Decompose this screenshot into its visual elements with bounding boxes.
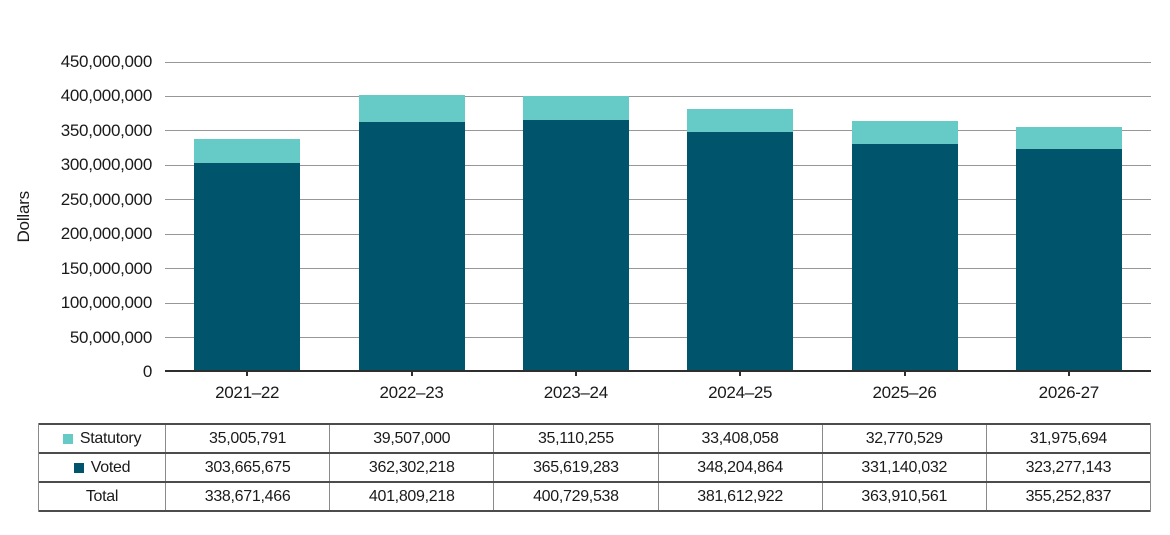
bar-2023–24	[522, 96, 629, 372]
gridline	[165, 268, 1151, 270]
x-tick-label: 2026-27	[1038, 383, 1100, 402]
y-tick-label: 400,000,000	[60, 86, 153, 106]
y-axis-title: Dollars	[12, 62, 36, 372]
bar-2021–22	[194, 139, 301, 372]
data-table: Statutory 35,005,791 39,507,000 35,110,255 3…	[38, 423, 1151, 512]
table-value-cell: 39,507,000	[329, 425, 493, 452]
table-value-cell: 362,302,218	[329, 454, 493, 481]
row-label-cell: Statutory	[39, 425, 165, 452]
gridline	[165, 95, 1151, 97]
table-value-cell: 33,408,058	[657, 425, 822, 452]
table-value-cell: 400,729,538	[493, 483, 657, 510]
bar-2022–23	[358, 95, 465, 372]
table-row-total: Total 338,671,466 401,809,218 400,729,538 38…	[39, 481, 1150, 512]
gridline	[165, 164, 1151, 166]
table-value-cell: 365,619,283	[493, 454, 657, 481]
table-value-cell: 32,770,529	[821, 425, 986, 452]
table-value-cell: 355,252,837	[985, 483, 1150, 510]
gridline	[165, 199, 1151, 201]
gridline	[165, 130, 1151, 132]
legend-swatch-voted	[73, 462, 84, 473]
x-axis-tick	[410, 372, 413, 376]
x-tick-label: 2025–26	[872, 383, 937, 402]
row-label: Statutory	[79, 429, 142, 447]
table-value-cell: 331,140,032	[821, 454, 986, 481]
bar-segment-statutory	[687, 109, 794, 132]
x-tick-label: 2021–22	[215, 383, 280, 402]
gridline	[165, 61, 1151, 63]
bar-segment-voted	[851, 144, 958, 372]
table-row-voted: Voted 303,665,675 362,302,218 365,619,283 34…	[39, 452, 1150, 481]
table-value-cell: 303,665,675	[165, 454, 329, 481]
bar-segment-voted	[358, 122, 465, 372]
row-label: Total	[85, 487, 119, 505]
table-value-cell: 381,612,922	[657, 483, 822, 510]
row-label: Voted	[90, 458, 131, 476]
y-tick-label: 250,000,000	[60, 189, 153, 209]
x-tick-label: 2023–24	[543, 383, 608, 402]
x-axis-tick	[903, 372, 906, 376]
bar-segment-statutory	[522, 96, 629, 120]
bar-segment-voted	[1015, 149, 1122, 372]
bar-segment-statutory	[358, 95, 465, 122]
table-value-cell: 348,204,864	[657, 454, 822, 481]
table-value-cell: 31,975,694	[985, 425, 1150, 452]
row-label-cell: Total	[39, 483, 165, 510]
table-value-cell: 323,277,143	[985, 454, 1150, 481]
x-axis-tick	[739, 372, 742, 376]
gridline	[165, 233, 1151, 235]
table-value-cell: 35,110,255	[493, 425, 657, 452]
gridline	[165, 302, 1151, 304]
table-value-cell: 35,005,791	[165, 425, 329, 452]
bar-segment-statutory	[1015, 127, 1122, 149]
y-tick-label: 350,000,000	[60, 120, 153, 140]
bar-segment-statutory	[194, 139, 301, 163]
x-axis-line	[165, 370, 1151, 372]
y-tick-label: 150,000,000	[60, 258, 153, 278]
table-value-cell: 338,671,466	[165, 483, 329, 510]
bar-2026-27	[1015, 127, 1122, 372]
y-tick-label: 50,000,000	[69, 327, 152, 347]
plot-area	[165, 61, 1151, 372]
bar-2025–26	[851, 121, 958, 372]
y-tick-label: 450,000,000	[60, 52, 153, 71]
bar-segment-voted	[194, 163, 301, 372]
x-axis-tick	[1067, 372, 1070, 376]
row-label-cell: Voted	[39, 454, 165, 481]
x-tick-label: 2024–25	[708, 383, 773, 402]
x-tick-label: 2022–23	[379, 383, 444, 402]
legend-swatch-statutory	[62, 433, 73, 444]
table-row-statutory: Statutory 35,005,791 39,507,000 35,110,255 3…	[39, 423, 1150, 452]
bar-segment-voted	[522, 120, 629, 372]
y-tick-label: 100,000,000	[60, 293, 153, 313]
y-tick-label: 300,000,000	[60, 155, 153, 175]
x-axis-tick	[246, 372, 249, 376]
table-value-cell: 363,910,561	[821, 483, 986, 510]
gridline	[165, 337, 1151, 339]
bar-segment-statutory	[851, 121, 958, 144]
bar-2024–25	[687, 109, 794, 372]
table-value-cell: 401,809,218	[329, 483, 493, 510]
y-tick-label: 200,000,000	[60, 224, 153, 244]
x-axis-tick	[574, 372, 577, 376]
y-tick-label: 0	[142, 362, 152, 381]
bar-segment-voted	[687, 132, 794, 372]
